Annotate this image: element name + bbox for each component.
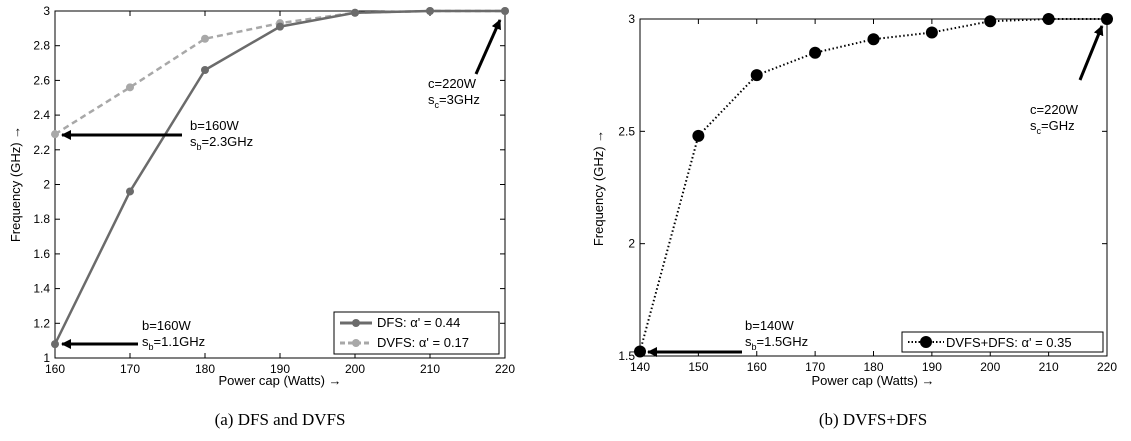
- chart-b-ylabel: Frequency (GHz) →: [591, 130, 606, 246]
- chart-a-xtick-label: 180: [195, 362, 215, 376]
- chart-b-xtick-label: 150: [688, 360, 708, 374]
- annotation-line2: sb=2.3GHz: [190, 134, 253, 152]
- chart-a-data-point: [501, 7, 509, 15]
- chart-a-ytick-label: 2: [43, 178, 50, 192]
- chart-b-ticks: 140 150 160 170 180 190 200 210 220 1.5 2 2.5 3: [618, 12, 1117, 374]
- annotation-line1: b=140W: [745, 318, 795, 333]
- annotation-line1: b=160W: [190, 118, 240, 133]
- chart-b-data-point: [634, 345, 646, 358]
- legend-box: [901, 331, 1104, 353]
- legend-label-dvfs: DVFS: α' = 0.17: [377, 335, 469, 350]
- arrow: [1078, 25, 1104, 81]
- annotation-line2: sb=1.5GHz: [745, 334, 808, 352]
- chart-a-caption: (a) DFS and DVFS: [215, 410, 346, 429]
- chart-a-ytick-label: 2.6: [33, 73, 50, 87]
- chart-b-xtick-label: 200: [980, 360, 1000, 374]
- arrow: [474, 19, 502, 75]
- chart-a-xtick-label: 170: [120, 362, 140, 376]
- chart-a-ytick-label: 1.2: [33, 316, 50, 330]
- chart-a-ytick-label: 1.6: [33, 247, 50, 261]
- chart-a-data-point: [51, 340, 59, 349]
- chart-a-xtick-label: 200: [345, 362, 365, 376]
- chart-a-data-point: [276, 22, 284, 31]
- legend-marker-dvfs: [352, 339, 360, 347]
- chart-b-plot-area: [639, 18, 1108, 357]
- annotation-line1: c=220W: [428, 76, 477, 91]
- chart-b-data-point: [1101, 13, 1113, 25]
- legend-label-dvfs-dfs: DVFS+DFS: α' = 0.35: [946, 335, 1072, 350]
- chart-a-data-point: [126, 187, 134, 196]
- chart-a-data-point: [51, 130, 59, 139]
- chart-a-ytick-label: 1: [43, 351, 50, 365]
- chart-a-ticks: 160 170 180 190 200 210 220 1 1.2 1.4 1.6 1.8 2 2.2 2.…: [33, 4, 515, 376]
- chart-b-xtick-label: 210: [1039, 360, 1059, 374]
- chart-a-annotation-b-dfs: b=160W sb=1.1GHz: [61, 318, 205, 352]
- chart-b-ytick-label: 2: [628, 237, 635, 251]
- chart-b-ytick-label: 3: [628, 12, 635, 26]
- chart-a-series: [51, 7, 509, 349]
- chart-a-xtick-label: 210: [420, 362, 440, 376]
- legend-marker-dvfs-dfs: [920, 336, 932, 348]
- chart-b-data-point: [750, 69, 763, 82]
- annotation-line1: b=160W: [142, 318, 192, 333]
- chart-a-data-point: [201, 34, 209, 43]
- annotation-line2: sc=GHz: [1030, 118, 1075, 136]
- chart-b-xtick-label: 180: [863, 360, 883, 374]
- chart-b-legend: DVFS+DFS: α' = 0.35: [901, 331, 1104, 353]
- chart-b-data-point: [925, 26, 938, 39]
- annotation-line2: sb=1.1GHz: [142, 334, 205, 352]
- chart-a-annotation-b-dvfs: b=160W sb=2.3GHz: [61, 118, 253, 152]
- chart-b-data-point: [809, 46, 822, 59]
- chart-a-xtick-label: 160: [45, 362, 65, 376]
- legend-marker-dfs: [352, 319, 360, 327]
- chart-a-xtick-label: 220: [495, 362, 515, 376]
- chart-a-ytick-label: 3: [43, 4, 50, 18]
- annotation-line1: c=220W: [1030, 102, 1079, 117]
- chart-b-xtick-label: 190: [922, 360, 942, 374]
- chart-a-ytick-label: 2.2: [33, 143, 50, 157]
- chart-b-xtick-label: 140: [630, 360, 650, 374]
- chart-a-plot-area: [54, 10, 506, 359]
- chart-a-ytick-label: 1.8: [33, 212, 50, 226]
- chart-b-data-point: [692, 129, 705, 142]
- chart-b-annotation-c: c=220W sc=GHz: [1030, 25, 1104, 136]
- chart-a-ytick-label: 2.8: [33, 39, 50, 53]
- chart-a-data-point: [351, 8, 359, 17]
- chart-b-ytick-label: 2.5: [618, 124, 635, 138]
- chart-b-xtick-label: 170: [805, 360, 825, 374]
- chart-b-xtick-label: 160: [747, 360, 767, 374]
- chart-b-xlabel: Power cap (Watts) →: [811, 373, 934, 388]
- chart-b-series: [634, 13, 1113, 358]
- chart-a-ytick-label: 2.4: [33, 108, 50, 122]
- legend-box: [333, 311, 500, 355]
- chart-b-data-point: [984, 15, 997, 28]
- chart-a: 160 170 180 190 200 210 220 1 1.2 1.4 1.6 1.8 2 2.2 2.…: [8, 4, 515, 429]
- legend-label-dfs: DFS: α' = 0.44: [377, 315, 460, 330]
- chart-a-data-point: [201, 65, 209, 74]
- chart-a-data-point: [126, 83, 134, 92]
- chart-a-annotation-c: c=220W sc=3GHz: [428, 19, 502, 110]
- chart-b-ytick-label: 1.5: [618, 349, 635, 363]
- chart-b-caption: (b) DVFS+DFS: [819, 410, 927, 429]
- chart-b-data-point: [867, 33, 880, 46]
- chart-b-data-point: [1042, 13, 1055, 25]
- annotation-line2: sc=3GHz: [428, 92, 480, 110]
- chart-a-data-point: [426, 7, 434, 15]
- chart-a-ytick-label: 1.4: [33, 282, 50, 296]
- chart-a-xtick-label: 190: [270, 362, 290, 376]
- chart-b-annotation-b: b=140W sb=1.5GHz: [647, 318, 808, 357]
- chart-b-xtick-label: 220: [1097, 360, 1117, 374]
- chart-a-legend: DFS: α' = 0.44 DVFS: α' = 0.17: [333, 311, 500, 355]
- chart-a-xlabel: Power cap (Watts) →: [218, 373, 341, 388]
- chart-a-ylabel: Frequency (GHz) →: [8, 126, 23, 242]
- chart-b: 140 150 160 170 180 190 200 210 220 1.5 2 2.5 3 Powe…: [591, 12, 1117, 429]
